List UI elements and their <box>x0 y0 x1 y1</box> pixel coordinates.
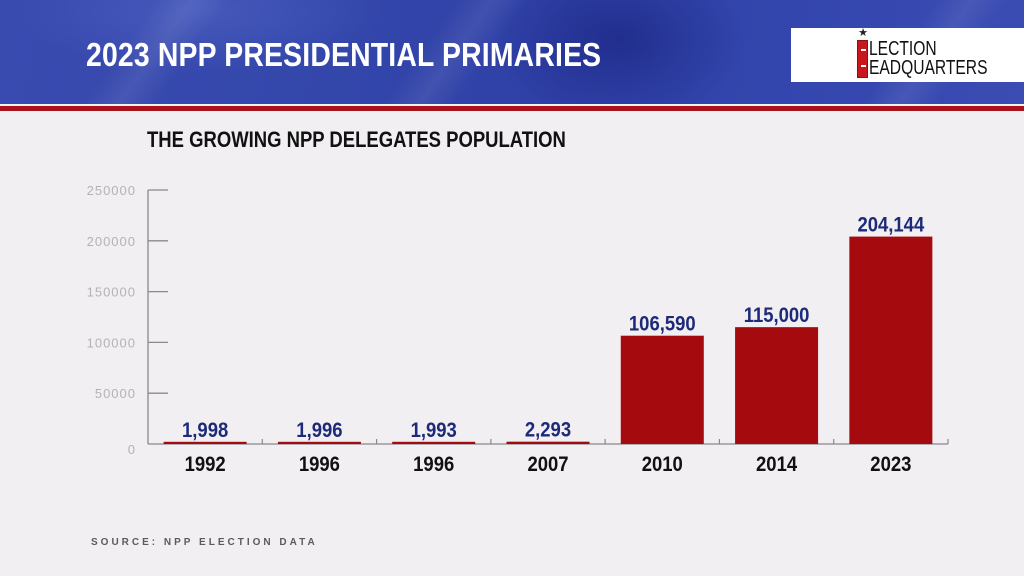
bar <box>163 441 247 444</box>
data-label: 106,590 <box>629 313 696 336</box>
data-label: 1,998 <box>182 419 228 442</box>
data-label: 1,996 <box>296 419 342 442</box>
x-tick-label: 1996 <box>299 453 340 476</box>
x-tick-label: 2023 <box>870 453 911 476</box>
logo-eh-mark-icon <box>857 40 868 78</box>
y-tick-label: 250000 <box>87 183 136 198</box>
y-tick-label: 150000 <box>87 285 136 300</box>
logo-text-line2: EADQUARTERS <box>869 57 988 79</box>
data-label: 115,000 <box>744 304 810 327</box>
bar <box>849 236 933 444</box>
bar <box>620 335 704 444</box>
data-label: 1,993 <box>411 419 457 442</box>
star-icon: ★ <box>858 27 868 39</box>
x-tick-label: 1996 <box>413 453 454 476</box>
bar <box>506 441 590 444</box>
data-label: 204,144 <box>857 214 924 237</box>
x-tick-label: 2010 <box>642 453 683 476</box>
divider-white <box>0 104 1024 106</box>
logo <box>791 28 1024 82</box>
divider-red <box>0 106 1024 111</box>
y-tick-label: 0 <box>128 442 136 457</box>
x-tick-label: 1992 <box>185 453 226 476</box>
chart-title: THE GROWING NPP DELEGATES POPULATION <box>147 127 566 152</box>
x-tick-label: 2007 <box>527 453 568 476</box>
y-tick-label: 50000 <box>95 386 136 401</box>
page-title: 2023 NPP PRESIDENTIAL PRIMARIES <box>86 36 602 73</box>
bar <box>277 441 361 444</box>
bar <box>735 327 819 444</box>
source-note: SOURCE: NPP ELECTION DATA <box>91 537 318 548</box>
y-tick-label: 100000 <box>87 335 136 350</box>
y-tick-label: 200000 <box>87 234 136 249</box>
data-label: 2,293 <box>525 419 571 442</box>
x-tick-label: 2014 <box>756 453 797 476</box>
bar <box>392 441 476 444</box>
logo-text-line1: LECTION <box>869 38 937 60</box>
